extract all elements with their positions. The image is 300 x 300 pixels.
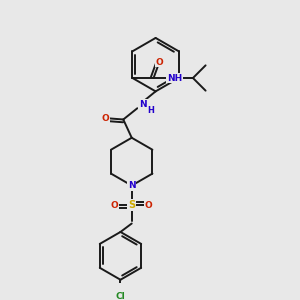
Text: N: N xyxy=(128,181,136,190)
Text: N: N xyxy=(139,100,147,109)
Text: NH: NH xyxy=(167,74,182,82)
Text: S: S xyxy=(128,200,135,210)
Text: H: H xyxy=(147,106,154,115)
Text: Cl: Cl xyxy=(116,292,125,300)
Text: O: O xyxy=(101,114,109,123)
Text: O: O xyxy=(145,201,152,210)
Text: O: O xyxy=(155,58,163,67)
Text: O: O xyxy=(111,201,119,210)
